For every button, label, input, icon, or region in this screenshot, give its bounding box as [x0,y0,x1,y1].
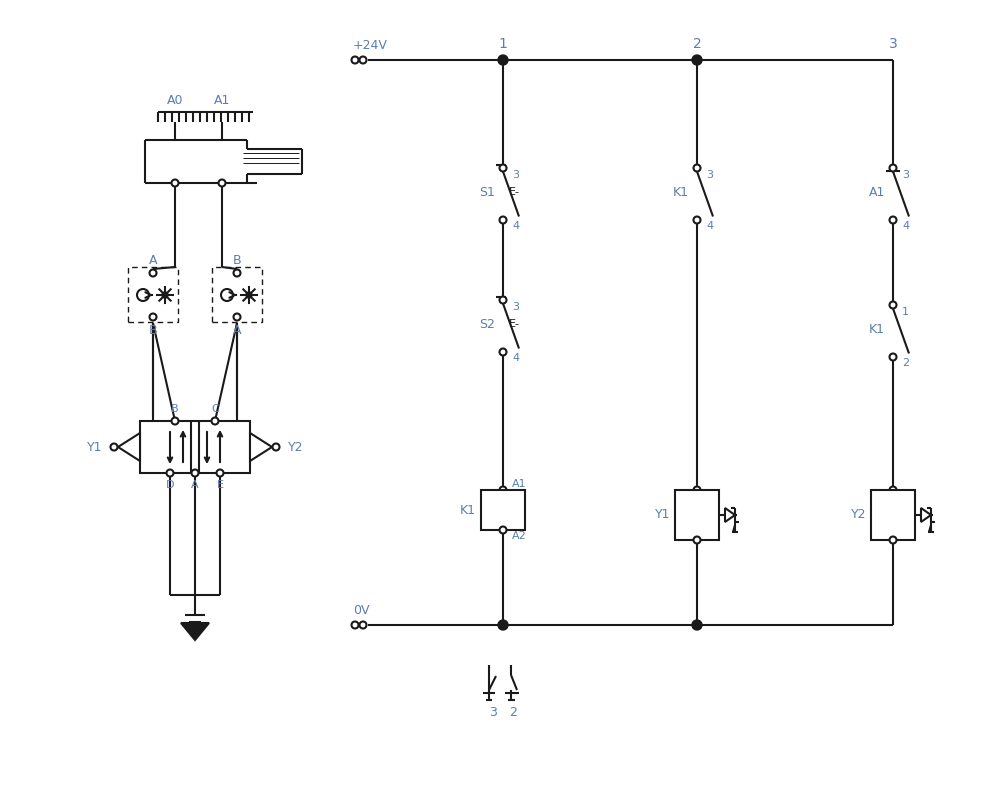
Polygon shape [250,433,272,461]
Circle shape [166,469,173,477]
Text: B: B [232,253,241,266]
Circle shape [499,486,507,493]
Circle shape [890,354,897,361]
Text: 3: 3 [489,706,496,719]
Text: +24V: +24V [353,39,387,52]
Text: 4: 4 [512,353,520,363]
Circle shape [499,217,507,223]
Circle shape [694,486,701,493]
Circle shape [137,289,149,301]
Text: B: B [149,324,157,337]
Circle shape [221,289,233,301]
Text: 4: 4 [706,221,713,231]
Circle shape [171,417,178,425]
Circle shape [890,536,897,544]
Text: K1: K1 [460,503,476,516]
Text: A0: A0 [167,94,183,107]
Bar [128,267,178,322]
Circle shape [694,536,701,544]
Text: Y2: Y2 [288,440,303,454]
Circle shape [890,302,897,308]
Circle shape [359,57,366,63]
Text: D: D [166,480,174,490]
Text: Y2: Y2 [851,509,866,522]
Circle shape [692,620,702,630]
Text: A1: A1 [214,94,230,107]
Text: A1: A1 [869,185,885,198]
Circle shape [211,417,218,425]
Text: 4: 4 [512,221,520,231]
Text: A: A [233,324,241,337]
Circle shape [694,217,701,223]
Text: 3: 3 [512,302,519,312]
Circle shape [191,469,198,477]
Text: 3: 3 [512,170,519,180]
Text: A2: A2 [512,531,527,541]
Circle shape [162,292,168,298]
Polygon shape [181,623,209,640]
Text: A1: A1 [512,479,527,489]
Polygon shape [921,508,931,522]
Circle shape [149,314,156,320]
Circle shape [499,297,507,303]
Text: 1: 1 [902,307,909,317]
Circle shape [359,621,366,629]
Circle shape [694,164,701,172]
Text: S1: S1 [479,185,495,198]
Text: E-: E- [509,187,520,197]
Polygon shape [725,508,735,522]
Circle shape [149,269,156,277]
Text: K1: K1 [869,323,885,336]
Circle shape [499,527,507,533]
Text: 2: 2 [902,358,909,368]
Text: 3: 3 [902,170,909,180]
Text: 2: 2 [693,37,702,51]
Text: A: A [191,480,199,490]
Text: Y1: Y1 [86,440,102,454]
Circle shape [498,55,508,65]
Bar [871,490,915,540]
Circle shape [216,469,223,477]
Text: 2: 2 [510,706,517,719]
Text: 3: 3 [706,170,713,180]
Circle shape [499,164,507,172]
Text: C: C [211,404,219,414]
Circle shape [351,621,358,629]
Bar [212,267,262,322]
Circle shape [272,443,279,451]
Text: E-: E- [509,319,520,329]
Text: 3: 3 [889,37,897,51]
Circle shape [246,292,252,298]
Polygon shape [118,433,140,461]
Bar [481,490,525,530]
Circle shape [233,314,240,320]
Circle shape [890,217,897,223]
Circle shape [692,55,702,65]
Text: S2: S2 [479,317,495,331]
Text: 4: 4 [902,221,909,231]
Circle shape [110,443,117,451]
Text: B: B [171,404,179,414]
Circle shape [499,349,507,355]
Bar [140,421,250,473]
Bar [675,490,719,540]
Circle shape [233,269,240,277]
Circle shape [351,57,358,63]
Circle shape [890,164,897,172]
Circle shape [218,180,225,187]
Text: 0V: 0V [353,604,369,617]
Text: A: A [149,253,157,266]
Text: 1: 1 [498,37,508,51]
Text: E: E [216,480,223,490]
Circle shape [171,180,178,187]
Circle shape [498,620,508,630]
Circle shape [890,486,897,493]
Text: Y1: Y1 [655,509,670,522]
Text: K1: K1 [673,185,689,198]
